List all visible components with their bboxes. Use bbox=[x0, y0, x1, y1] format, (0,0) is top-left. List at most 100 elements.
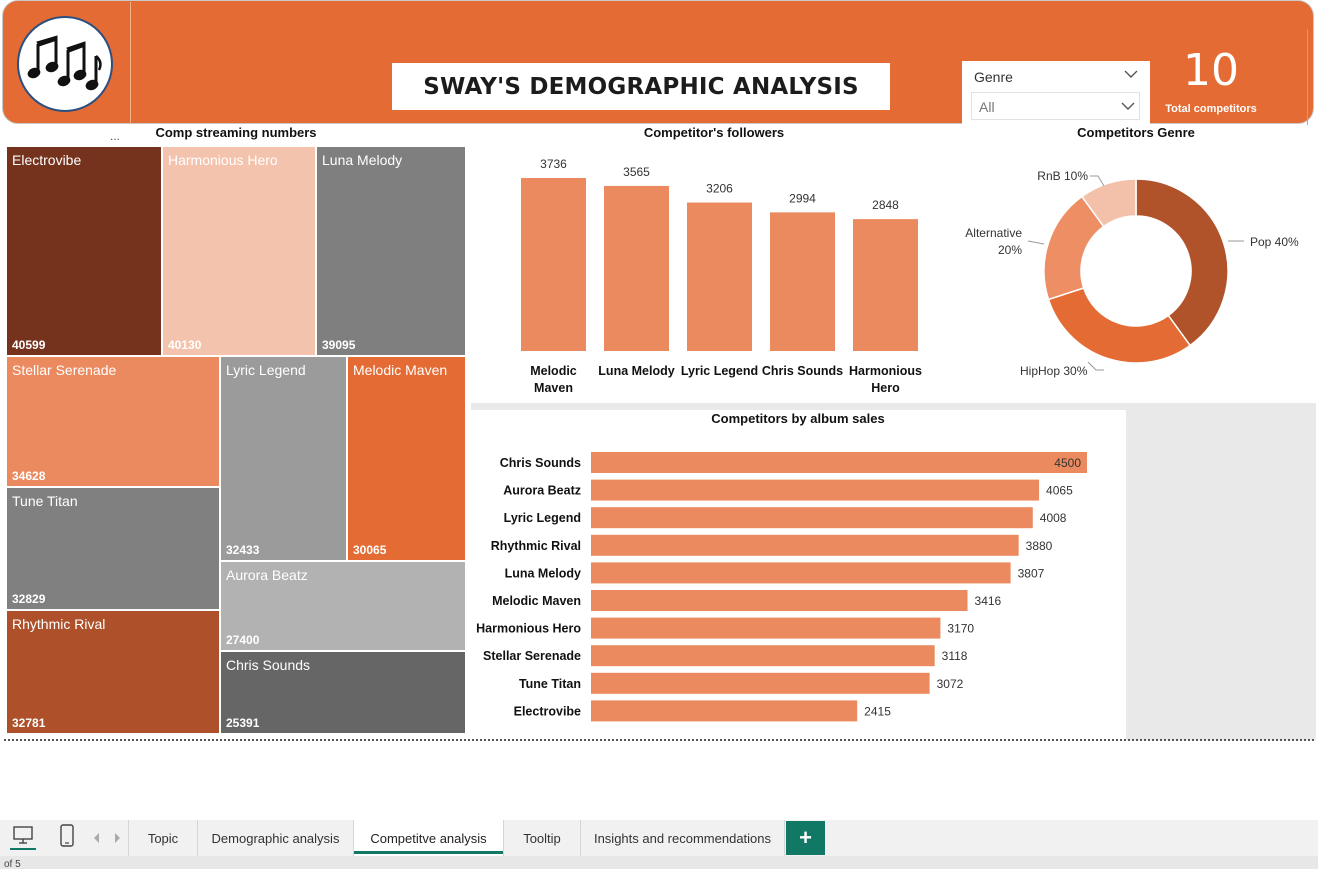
donut-slice[interactable] bbox=[1080, 178, 1137, 228]
genre-donut-chart[interactable]: Pop 40% HipHop 30% Alternative 20% RnB 10% bbox=[958, 140, 1314, 402]
treemap-cell-label: Tune Titan bbox=[12, 493, 78, 509]
treemap-cell-value: 40599 bbox=[12, 338, 46, 352]
donut-label: Pop 40% bbox=[1250, 235, 1299, 249]
view-indicator bbox=[10, 848, 36, 850]
axis-tick-label: Rhythmic Rival bbox=[491, 539, 581, 553]
data-label: 3170 bbox=[947, 622, 974, 636]
desktop-view-icon[interactable] bbox=[12, 824, 34, 846]
followers-bar[interactable] bbox=[521, 178, 586, 351]
kpi-label: Total competitors bbox=[1165, 103, 1257, 115]
panel-background bbox=[1126, 404, 1316, 740]
leader-line bbox=[1027, 240, 1045, 245]
donut-label: 20% bbox=[998, 243, 1022, 257]
mobile-view-icon[interactable] bbox=[58, 824, 76, 848]
axis-tick-label: Harmonious Hero bbox=[476, 622, 581, 636]
treemap-title: Comp streaming numbers bbox=[155, 125, 317, 140]
followers-column-chart[interactable]: 3736 Melodic Maven 3565 Luna Melody 3206 Lyric… bbox=[471, 140, 957, 402]
followers-bar[interactable] bbox=[604, 185, 669, 351]
album-sales-bar[interactable] bbox=[591, 452, 1087, 473]
treemap-cell[interactable]: Stellar Serenade 34628 bbox=[6, 356, 220, 487]
divider bbox=[1307, 29, 1308, 125]
treemap-cell[interactable]: Lyric Legend 32433 bbox=[220, 356, 347, 561]
donut-label: HipHop 30% bbox=[1020, 364, 1088, 378]
album-sales-bar[interactable] bbox=[591, 617, 941, 639]
album-sales-bar[interactable] bbox=[591, 534, 1019, 556]
album-sales-bar-chart[interactable]: Chris Sounds 4500 Aurora Beatz 4065 Lyric Le… bbox=[471, 430, 1125, 735]
treemap-cell-label: Electrovibe bbox=[12, 152, 82, 168]
tab-insights-and-recommendations[interactable]: Insights and recommendations bbox=[581, 820, 785, 856]
data-label: 2994 bbox=[789, 191, 816, 205]
slicer-label: Genre bbox=[974, 69, 1013, 85]
followers-bar[interactable] bbox=[770, 212, 835, 351]
treemap-cell-value: 30065 bbox=[353, 543, 387, 557]
chevron-left-icon[interactable] bbox=[92, 832, 102, 844]
treemap-cell-value: 40130 bbox=[168, 338, 202, 352]
tab-demographic-analysis[interactable]: Demographic analysis bbox=[198, 820, 354, 856]
data-label: 4008 bbox=[1040, 511, 1067, 525]
treemap-cell-value: 34628 bbox=[12, 469, 46, 483]
header-banner: SWAY'S DEMOGRAPHIC ANALYSIS Genre All 10… bbox=[2, 0, 1314, 125]
treemap-cell-value: 32433 bbox=[226, 543, 260, 557]
treemap-cell[interactable]: Chris Sounds 25391 bbox=[220, 651, 466, 734]
treemap-cell[interactable]: Aurora Beatz 27400 bbox=[220, 561, 466, 651]
data-label: 3880 bbox=[1026, 539, 1053, 553]
logo-container bbox=[5, 2, 131, 124]
chevron-right-icon[interactable] bbox=[112, 832, 122, 844]
data-label: 3736 bbox=[540, 157, 567, 171]
tab-tooltip[interactable]: Tooltip bbox=[504, 820, 581, 856]
treemap-cell-value: 39095 bbox=[322, 338, 356, 352]
tab-competitive-analysis[interactable]: Competitve analysis bbox=[354, 820, 504, 856]
album-sales-bar[interactable] bbox=[591, 562, 1011, 584]
page-count: of 5 bbox=[4, 859, 21, 870]
data-label: 2848 bbox=[872, 198, 899, 212]
axis-tick-label: Hero bbox=[871, 381, 900, 395]
data-label: 4500 bbox=[1054, 456, 1081, 470]
donut-label: RnB 10% bbox=[1037, 169, 1088, 183]
album-sales-bar[interactable] bbox=[591, 645, 935, 667]
music-notes-icon bbox=[17, 16, 113, 112]
tab-topic[interactable]: Topic bbox=[129, 820, 198, 856]
treemap-cell[interactable]: Harmonious Hero 40130 bbox=[162, 146, 316, 356]
album-sales-bar[interactable] bbox=[591, 700, 858, 722]
chevron-down-icon bbox=[1121, 102, 1135, 110]
treemap-cell-label: Melodic Maven bbox=[353, 362, 448, 378]
donut-slice[interactable] bbox=[1047, 287, 1192, 364]
axis-tick-label: Lyric Legend bbox=[504, 511, 581, 525]
data-label: 3416 bbox=[975, 594, 1002, 608]
axis-tick-label: Aurora Beatz bbox=[503, 484, 581, 498]
data-label: 3206 bbox=[706, 182, 733, 196]
axis-tick-label: Tune Titan bbox=[519, 677, 581, 691]
treemap-cell[interactable]: Electrovibe 40599 bbox=[6, 146, 162, 356]
axis-tick-label: Harmonious bbox=[849, 364, 922, 378]
genre-slicer[interactable]: Genre All bbox=[962, 61, 1150, 125]
treemap-cell-label: Rhythmic Rival bbox=[12, 616, 106, 632]
kpi-value: 10 bbox=[1183, 45, 1239, 96]
add-page-button[interactable]: + bbox=[786, 821, 825, 855]
leader-line bbox=[1087, 361, 1104, 371]
followers-bar[interactable] bbox=[853, 219, 918, 351]
album-sales-bar[interactable] bbox=[591, 507, 1033, 529]
treemap-cell[interactable]: Luna Melody 39095 bbox=[316, 146, 466, 356]
axis-tick-label: Electrovibe bbox=[514, 704, 581, 718]
chevron-down-icon[interactable] bbox=[1123, 67, 1139, 81]
treemap-cell[interactable]: Rhythmic Rival 32781 bbox=[6, 610, 220, 734]
treemap-cell-value: 25391 bbox=[226, 716, 260, 730]
treemap-cell[interactable]: Melodic Maven 30065 bbox=[347, 356, 466, 561]
album-sales-bar[interactable] bbox=[591, 590, 968, 611]
axis-tick-label: Luna Melody bbox=[598, 364, 674, 378]
genre-dropdown[interactable]: All bbox=[971, 92, 1140, 120]
album-sales-bar[interactable] bbox=[591, 672, 930, 694]
donut-slice[interactable] bbox=[1135, 178, 1229, 347]
treemap-cell[interactable]: Tune Titan 32829 bbox=[6, 487, 220, 610]
data-label: 4065 bbox=[1046, 484, 1073, 498]
treemap-cell-label: Harmonious Hero bbox=[168, 152, 278, 168]
report-title: SWAY'S DEMOGRAPHIC ANALYSIS bbox=[423, 73, 859, 100]
album-sales-bar[interactable] bbox=[591, 479, 1040, 501]
treemap-cell-label: Chris Sounds bbox=[226, 657, 311, 673]
leader-line bbox=[1090, 175, 1105, 187]
more-options-icon[interactable]: ... bbox=[103, 130, 127, 147]
axis-tick-label: Maven bbox=[534, 381, 573, 395]
panel-background bbox=[471, 403, 1316, 410]
followers-bar[interactable] bbox=[687, 202, 752, 351]
